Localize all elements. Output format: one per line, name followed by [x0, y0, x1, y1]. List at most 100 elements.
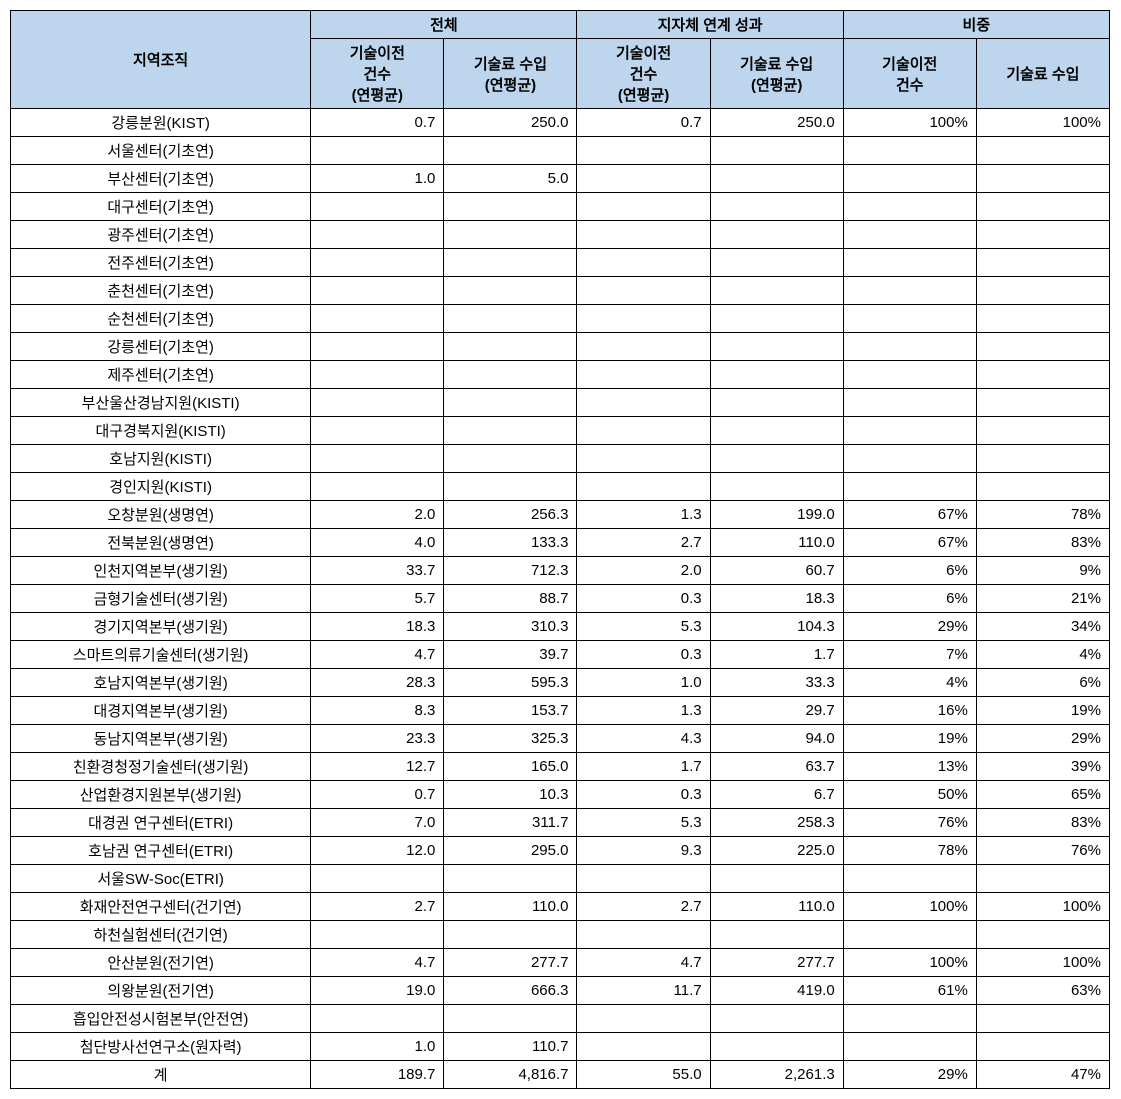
row-label: 호남지역본부(생기원) [11, 669, 311, 697]
cell-c6: 100% [976, 109, 1109, 137]
table-row: 서울센터(기초연) [11, 137, 1110, 165]
table-header: 지역조직 전체 지자체 연계 성과 비중 기술이전 건수 (연평균) 기술료 수… [11, 11, 1110, 109]
cell-c1: 5.7 [311, 585, 444, 613]
row-label: 춘천센터(기초연) [11, 277, 311, 305]
cell-c1 [311, 249, 444, 277]
cell-c1: 4.7 [311, 641, 444, 669]
cell-c5 [843, 221, 976, 249]
table-row: 대경권 연구센터(ETRI)7.0311.75.3258.376%83% [11, 809, 1110, 837]
table-row: 제주센터(기초연) [11, 361, 1110, 389]
cell-c1 [311, 221, 444, 249]
cell-c1 [311, 277, 444, 305]
row-label: 호남권 연구센터(ETRI) [11, 837, 311, 865]
cell-c2 [444, 333, 577, 361]
cell-c2 [444, 249, 577, 277]
cell-c4: 250.0 [710, 109, 843, 137]
cell-c1: 4.0 [311, 529, 444, 557]
cell-c3 [577, 865, 710, 893]
cell-c1 [311, 333, 444, 361]
row-label: 산업환경지원본부(생기원) [11, 781, 311, 809]
cell-c1: 33.7 [311, 557, 444, 585]
table-row: 호남지역본부(생기원)28.3595.31.033.34%6% [11, 669, 1110, 697]
cell-c3 [577, 361, 710, 389]
cell-c1: 18.3 [311, 613, 444, 641]
row-label: 부산센터(기초연) [11, 165, 311, 193]
cell-c4 [710, 333, 843, 361]
cell-c4 [710, 137, 843, 165]
cell-c5 [843, 1005, 976, 1033]
cell-c6: 21% [976, 585, 1109, 613]
cell-c6 [976, 193, 1109, 221]
cell-c2: 250.0 [444, 109, 577, 137]
header-row-label: 지역조직 [11, 11, 311, 109]
cell-c3: 4.7 [577, 949, 710, 977]
cell-c6: 29% [976, 725, 1109, 753]
cell-c6 [976, 921, 1109, 949]
cell-c2 [444, 445, 577, 473]
cell-c2: 295.0 [444, 837, 577, 865]
cell-c2: 712.3 [444, 557, 577, 585]
cell-c5 [843, 249, 976, 277]
cell-c4 [710, 193, 843, 221]
cell-c2: 311.7 [444, 809, 577, 837]
cell-c5: 16% [843, 697, 976, 725]
cell-c3: 4.3 [577, 725, 710, 753]
cell-c2: 39.7 [444, 641, 577, 669]
table-row: 하천실험센터(건기연) [11, 921, 1110, 949]
cell-c4 [710, 249, 843, 277]
table-row: 오창분원(생명연)2.0256.31.3199.067%78% [11, 501, 1110, 529]
cell-c2: 88.7 [444, 585, 577, 613]
row-label: 순천센터(기초연) [11, 305, 311, 333]
cell-c4 [710, 1005, 843, 1033]
cell-c2: 110.7 [444, 1033, 577, 1061]
table-body: 강릉분원(KIST)0.7250.00.7250.0100%100%서울센터(기… [11, 109, 1110, 1089]
row-label: 오창분원(생명연) [11, 501, 311, 529]
cell-c3: 9.3 [577, 837, 710, 865]
cell-c1 [311, 305, 444, 333]
cell-c5: 6% [843, 585, 976, 613]
table-row: 부산센터(기초연)1.05.0 [11, 165, 1110, 193]
row-label: 경기지역본부(생기원) [11, 613, 311, 641]
total-c2: 4,816.7 [444, 1061, 577, 1089]
cell-c4 [710, 361, 843, 389]
table-row-total: 계189.74,816.755.02,261.329%47% [11, 1061, 1110, 1089]
cell-c4: 258.3 [710, 809, 843, 837]
row-label: 대구센터(기초연) [11, 193, 311, 221]
row-label: 스마트의류기술센터(생기원) [11, 641, 311, 669]
cell-c4 [710, 921, 843, 949]
cell-c1 [311, 921, 444, 949]
cell-c6: 39% [976, 753, 1109, 781]
cell-c2: 133.3 [444, 529, 577, 557]
row-label: 강릉센터(기초연) [11, 333, 311, 361]
row-label: 의왕분원(전기연) [11, 977, 311, 1005]
table-row: 서울SW-Soc(ETRI) [11, 865, 1110, 893]
cell-c1: 1.0 [311, 1033, 444, 1061]
cell-c5: 76% [843, 809, 976, 837]
table-row: 대구경북지원(KISTI) [11, 417, 1110, 445]
cell-c5 [843, 277, 976, 305]
total-c3: 55.0 [577, 1061, 710, 1089]
cell-c5 [843, 921, 976, 949]
cell-c3: 2.0 [577, 557, 710, 585]
row-label: 금형기술센터(생기원) [11, 585, 311, 613]
total-c5: 29% [843, 1061, 976, 1089]
total-c1: 189.7 [311, 1061, 444, 1089]
cell-c3 [577, 249, 710, 277]
cell-c4 [710, 1033, 843, 1061]
cell-c4: 110.0 [710, 893, 843, 921]
cell-c4 [710, 473, 843, 501]
cell-c5 [843, 865, 976, 893]
cell-c4 [710, 865, 843, 893]
cell-c3: 2.7 [577, 529, 710, 557]
cell-c2: 153.7 [444, 697, 577, 725]
cell-c4 [710, 221, 843, 249]
cell-c6: 83% [976, 809, 1109, 837]
cell-c5: 19% [843, 725, 976, 753]
row-label: 흡입안전성시험본부(안전연) [11, 1005, 311, 1033]
table-row: 전북분원(생명연)4.0133.32.7110.067%83% [11, 529, 1110, 557]
cell-c1: 2.7 [311, 893, 444, 921]
cell-c4 [710, 305, 843, 333]
cell-c5: 100% [843, 949, 976, 977]
table-row: 경기지역본부(생기원)18.3310.35.3104.329%34% [11, 613, 1110, 641]
cell-c2: 277.7 [444, 949, 577, 977]
